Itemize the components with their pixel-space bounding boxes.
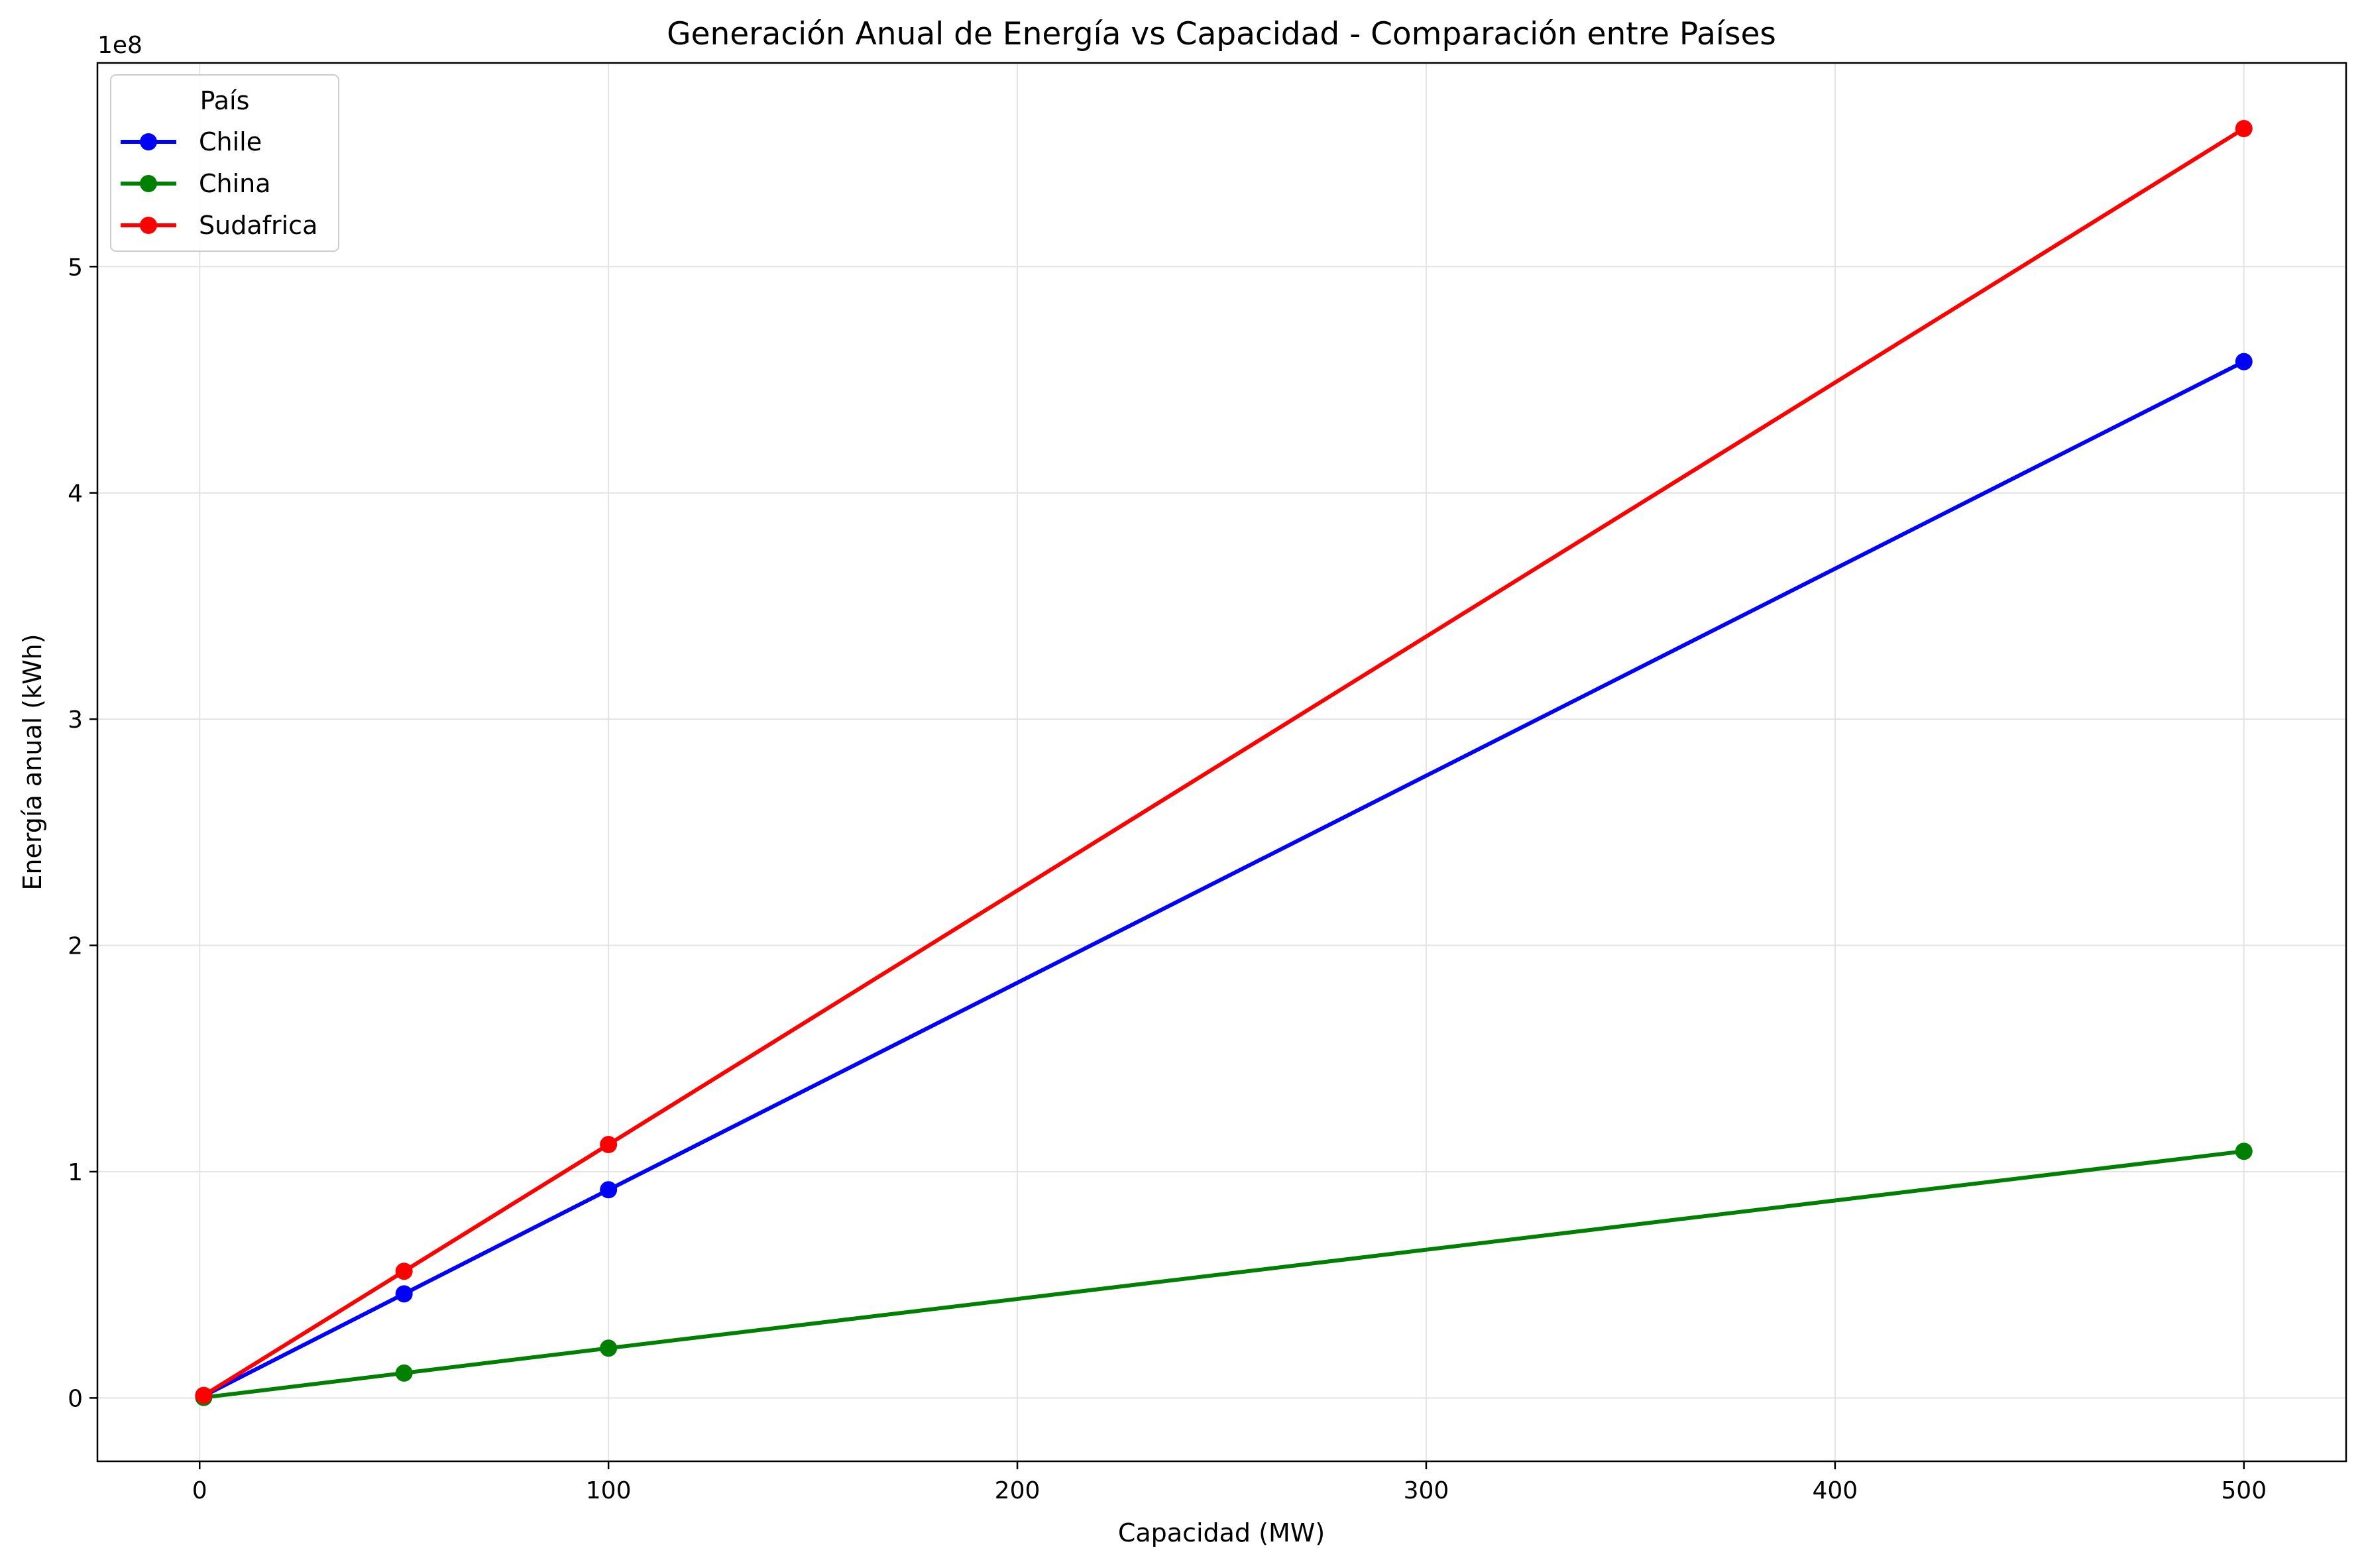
- legend: País Chile China Sudafrica: [110, 74, 339, 252]
- grid: [97, 63, 2346, 1461]
- legend-marker-china: [140, 175, 157, 192]
- data-point-sudafrica: [395, 1262, 413, 1280]
- y-axis-ticks: 0 1 2 3 4 5: [68, 254, 97, 1412]
- chart-title: Generación Anual de Energía vs Capacidad…: [667, 16, 1776, 52]
- legend-items: Chile China Sudafrica: [121, 127, 317, 240]
- legend-label-china: China: [199, 169, 271, 198]
- series-line-chile: [203, 360, 2245, 1398]
- x-tick-label: 300: [1404, 1477, 1449, 1504]
- legend-marker-chile: [140, 133, 157, 150]
- series-lines: [202, 127, 2245, 1400]
- data-point-sudafrica: [195, 1386, 213, 1404]
- data-point-china: [2235, 1143, 2253, 1160]
- y-tick-label: 1: [68, 1159, 83, 1186]
- legend-label-chile: Chile: [199, 127, 262, 156]
- data-point-china: [600, 1339, 618, 1357]
- legend-title: País: [200, 86, 250, 115]
- y-tick-label: 3: [68, 706, 83, 734]
- y-offset-label: 1e8: [97, 32, 142, 59]
- x-axis-label: Capacidad (MW): [1118, 1518, 1325, 1547]
- data-point-sudafrica: [2235, 120, 2253, 138]
- data-point-chile: [600, 1181, 618, 1199]
- y-tick-label: 5: [68, 254, 83, 281]
- y-tick-label: 2: [68, 933, 83, 960]
- x-tick-label: 100: [586, 1477, 632, 1504]
- y-axis-label: Energía anual (kWh): [18, 634, 47, 890]
- x-tick-label: 500: [2221, 1477, 2267, 1504]
- data-point-sudafrica: [600, 1136, 618, 1154]
- data-point-chile: [395, 1285, 413, 1303]
- data-point-china: [395, 1364, 413, 1382]
- legend-label-sudafrica: Sudafrica: [199, 211, 317, 240]
- legend-box: [110, 74, 339, 252]
- x-axis-ticks: 0 100 200 300 400 500: [192, 1461, 2267, 1504]
- data-point-chile: [2235, 353, 2253, 370]
- x-tick-label: 200: [995, 1477, 1041, 1504]
- x-tick-label: 400: [1813, 1477, 1858, 1504]
- series-line-china: [203, 1149, 2245, 1400]
- y-tick-label: 4: [68, 480, 83, 508]
- y-tick-label: 0: [68, 1385, 83, 1412]
- legend-marker-sudafrica: [140, 217, 157, 234]
- series-line-sudafrica: [202, 127, 2245, 1398]
- x-tick-label: 0: [192, 1477, 207, 1504]
- plot-area-frame: [96, 62, 2347, 1463]
- series-points: [195, 120, 2253, 1406]
